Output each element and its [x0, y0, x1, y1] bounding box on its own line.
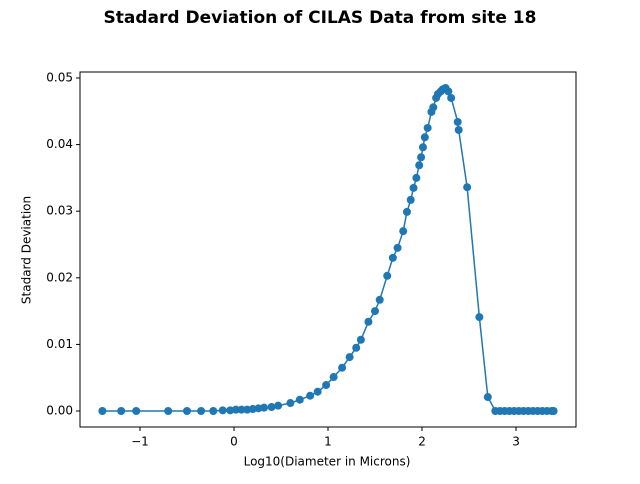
plot-frame	[79, 71, 577, 428]
marker	[412, 173, 421, 182]
marker	[375, 295, 384, 304]
marker	[338, 363, 347, 372]
x-tick-label: −1	[131, 435, 149, 449]
marker	[117, 407, 126, 416]
y-tick-label: 0.04	[46, 137, 73, 151]
y-tick-label: 0.00	[46, 404, 73, 418]
marker	[402, 207, 411, 216]
marker	[388, 253, 397, 262]
marker	[406, 195, 415, 204]
marker	[231, 405, 240, 414]
marker	[454, 125, 463, 134]
marker	[345, 353, 354, 362]
marker	[329, 373, 338, 382]
marker	[260, 403, 269, 412]
marker	[274, 401, 283, 410]
x-axis-label: Log10(Diameter in Microns)	[244, 455, 411, 469]
marker	[364, 317, 373, 326]
marker	[475, 313, 484, 322]
marker	[356, 335, 365, 344]
marker	[463, 183, 472, 192]
marker	[447, 93, 456, 102]
marker	[218, 406, 227, 415]
x-tick-label: 1	[324, 435, 332, 449]
marker	[306, 391, 315, 400]
line	[102, 87, 554, 412]
marker	[132, 407, 141, 416]
marker	[393, 243, 402, 252]
y-tick-label: 0.03	[46, 204, 73, 218]
y-tick-label: 0.05	[46, 70, 73, 84]
y-tick-label: 0.02	[46, 270, 73, 284]
marker	[286, 399, 295, 408]
marker	[313, 387, 322, 396]
marker	[415, 161, 424, 170]
marker	[444, 87, 453, 96]
marker	[322, 381, 331, 390]
x-tick-label: 2	[418, 435, 426, 449]
y-axis-label: Stadard Deviation	[20, 196, 34, 304]
chart-title: Stadard Deviation of CILAS Data from sit…	[104, 8, 537, 28]
marker	[98, 407, 107, 416]
marker	[237, 405, 246, 414]
marker	[420, 133, 429, 142]
y-tick-label: 0.01	[46, 337, 73, 351]
marker	[182, 407, 191, 416]
marker	[453, 117, 462, 126]
marker	[423, 123, 432, 132]
marker	[267, 403, 276, 412]
marker	[549, 407, 558, 416]
x-tick-label: 3	[512, 435, 520, 449]
marker	[409, 183, 418, 192]
marker	[429, 103, 438, 112]
marker	[399, 227, 408, 236]
marker	[417, 153, 426, 162]
marker	[383, 271, 392, 280]
marker	[483, 393, 492, 402]
marker	[371, 307, 380, 316]
marker	[418, 143, 427, 152]
marker	[352, 343, 361, 352]
x-tick-label: 0	[230, 435, 238, 449]
marker	[197, 407, 206, 416]
marker	[164, 407, 173, 416]
marker	[209, 407, 218, 416]
marker	[295, 395, 304, 404]
